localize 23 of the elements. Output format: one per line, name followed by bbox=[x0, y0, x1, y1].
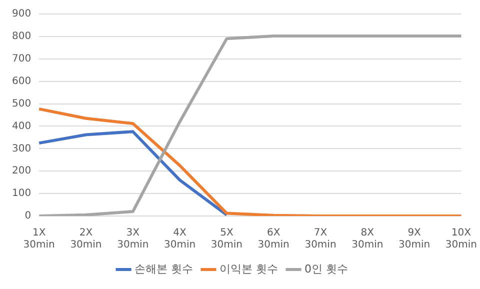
x-tick-label: 9X 30min bbox=[398, 228, 430, 251]
legend-label: 손해본 횟수 bbox=[134, 262, 194, 276]
y-tick-label: 400 bbox=[12, 120, 32, 132]
x-tick-label: 1X 30min bbox=[23, 228, 55, 251]
x-tick-label: 5X 30min bbox=[210, 228, 242, 251]
y-tick-label: 0 bbox=[24, 210, 32, 222]
y-tick-label: 700 bbox=[12, 53, 32, 64]
y-tick-label: 600 bbox=[12, 76, 32, 87]
x-tick-label: 10X 30min bbox=[445, 228, 478, 251]
x-tick-label: 7X 30min bbox=[304, 228, 336, 251]
x-tick-label: 3X 30min bbox=[117, 228, 149, 251]
x-tick-label: 4X 30min bbox=[164, 228, 196, 251]
x-tick-label: 8X 30min bbox=[352, 228, 384, 251]
y-tick-label: 800 bbox=[12, 31, 32, 42]
y-tick-label: 100 bbox=[12, 188, 32, 200]
legend-label: 이익본 횟수 bbox=[220, 262, 278, 276]
y-tick-label: 200 bbox=[12, 166, 32, 177]
x-tick-label: 6X 30min bbox=[258, 228, 290, 251]
legend-label: 0인 횟수 bbox=[304, 262, 348, 276]
y-tick-label: 500 bbox=[12, 98, 32, 110]
y-tick-label: 900 bbox=[12, 8, 32, 20]
x-tick-label: 2X 30min bbox=[70, 228, 102, 251]
y-tick-label: 300 bbox=[12, 143, 32, 154]
